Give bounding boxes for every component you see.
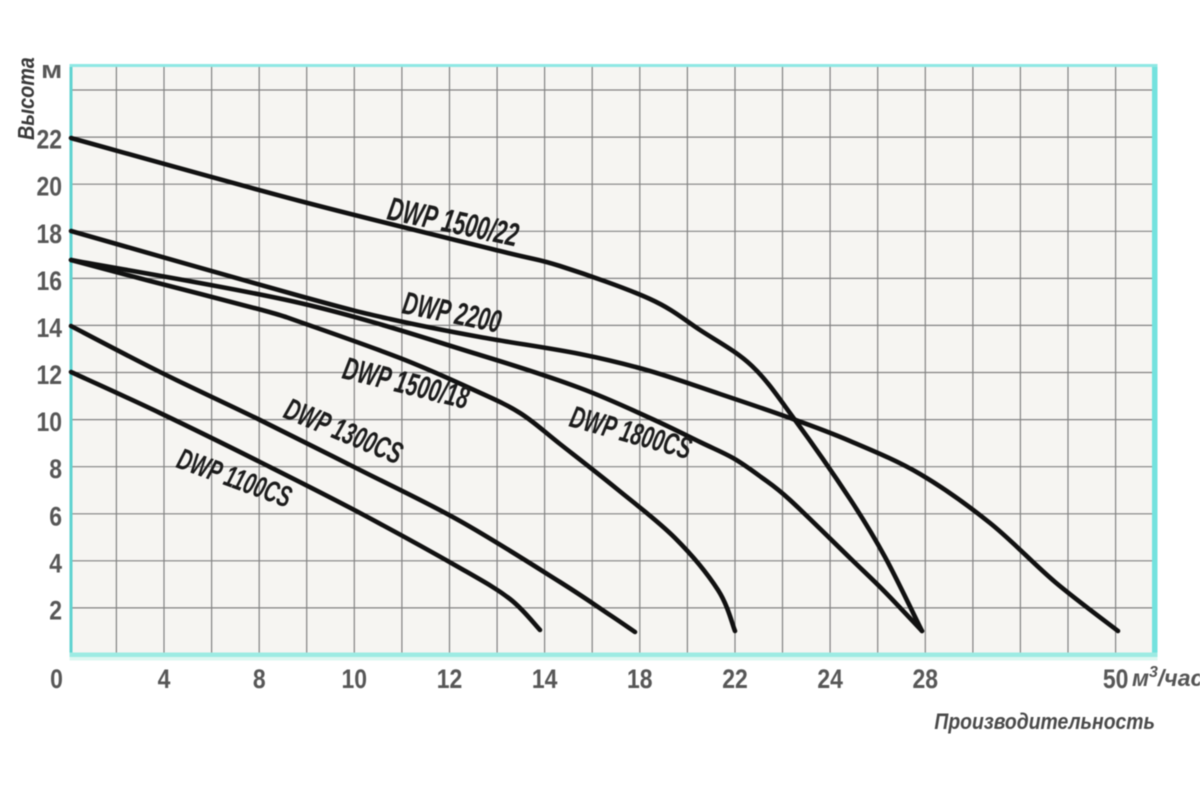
svg-text:0: 0 (50, 664, 63, 694)
svg-text:12: 12 (36, 360, 62, 390)
svg-text:м: м (41, 56, 62, 83)
svg-text:20: 20 (36, 172, 62, 202)
svg-text:м3/час: м3/час (1132, 664, 1200, 691)
svg-text:Производительность: Производительность (934, 710, 1155, 734)
svg-text:22: 22 (36, 125, 62, 155)
svg-text:10: 10 (342, 664, 368, 694)
svg-text:14: 14 (36, 313, 62, 343)
svg-text:Высота: Высота (14, 57, 40, 140)
svg-text:8: 8 (49, 454, 62, 484)
svg-text:6: 6 (49, 502, 62, 532)
svg-text:50: 50 (1103, 664, 1129, 694)
svg-text:4: 4 (49, 549, 62, 579)
svg-text:4: 4 (158, 664, 171, 694)
svg-text:22: 22 (722, 664, 748, 694)
svg-text:2: 2 (49, 596, 62, 626)
svg-text:14: 14 (532, 664, 558, 694)
svg-text:12: 12 (437, 664, 463, 694)
svg-text:18: 18 (36, 219, 62, 249)
svg-text:24: 24 (817, 664, 843, 694)
svg-text:28: 28 (913, 664, 939, 694)
svg-text:8: 8 (253, 664, 266, 694)
svg-text:18: 18 (627, 664, 653, 694)
svg-text:16: 16 (36, 266, 62, 296)
svg-text:10: 10 (36, 407, 62, 437)
